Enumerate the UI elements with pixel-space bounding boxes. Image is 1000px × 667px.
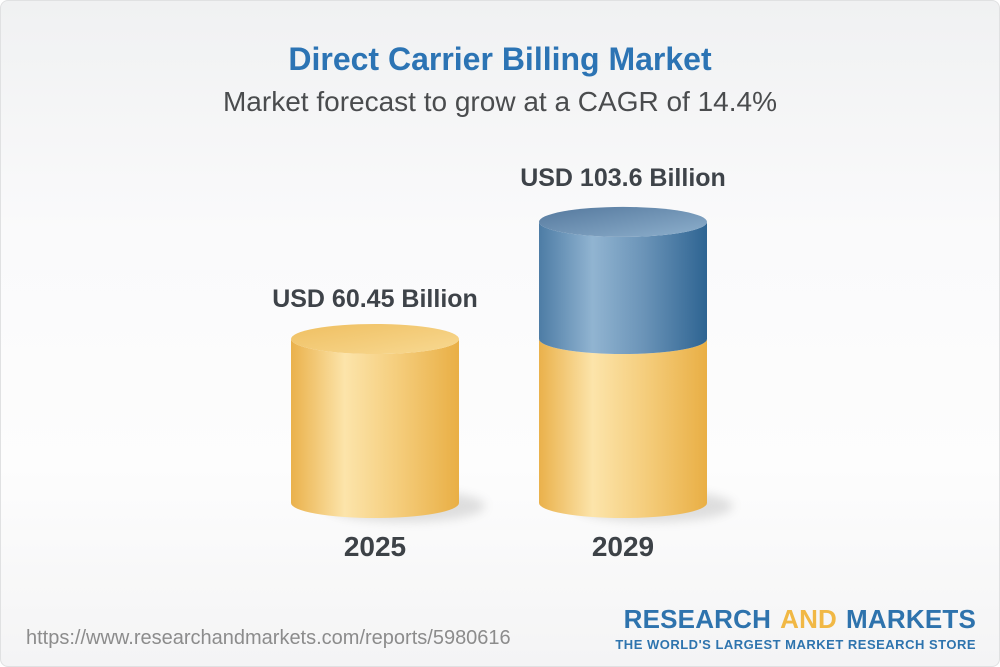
cylinder-segment-2025-base bbox=[291, 339, 459, 518]
x-axis-label-2029: 2029 bbox=[591, 531, 655, 562]
cylinder-top-2025 bbox=[291, 324, 459, 354]
x-axis-label-2025: 2025 bbox=[343, 531, 407, 562]
page-title: Direct Carrier Billing Market bbox=[288, 41, 712, 77]
bar-value-label-2029: USD 103.6 Billion bbox=[520, 164, 726, 192]
cylinder-top-2029 bbox=[539, 206, 707, 237]
logo-wordmark: RESEARCH AND MARKETS bbox=[615, 605, 976, 634]
research-and-markets-logo: RESEARCH AND MARKETS THE WORLD'S LARGEST… bbox=[615, 605, 976, 652]
logo-word-markets: MARKETS bbox=[846, 604, 976, 634]
cylinder-segment-growth-2025-2029 bbox=[539, 221, 707, 354]
page-subtitle: Market forecast to grow at a CAGR of 14.… bbox=[222, 86, 777, 117]
logo-word-and: AND bbox=[780, 604, 838, 634]
bar-value-label-2025: USD 60.45 Billion bbox=[272, 285, 478, 313]
cylinder-segment-2025-carryover bbox=[539, 339, 707, 518]
logo-tagline: THE WORLD'S LARGEST MARKET RESEARCH STOR… bbox=[615, 636, 976, 652]
report-url-link[interactable]: https://www.researchandmarkets.com/repor… bbox=[26, 627, 511, 649]
logo-word-research: RESEARCH bbox=[623, 604, 772, 634]
